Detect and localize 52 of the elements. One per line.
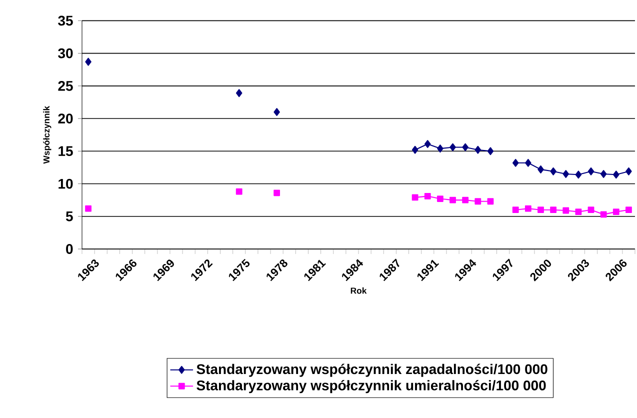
- y-tick-label: 20: [58, 114, 73, 124]
- point: [512, 158, 519, 167]
- point: [588, 167, 594, 176]
- y-tick-label: 10: [58, 178, 73, 189]
- y-axis-title: Współczynnik: [43, 106, 52, 164]
- point: [474, 198, 482, 205]
- legend-label: Standaryzowany współczynnik umieralności/100 000: [196, 380, 546, 394]
- point: [412, 146, 418, 154]
- point: [612, 208, 620, 216]
- point: [626, 167, 632, 176]
- point: [412, 194, 418, 201]
- point: [550, 206, 556, 214]
- y-tick-label: 35: [58, 16, 73, 26]
- point: [236, 89, 242, 98]
- point: [487, 147, 494, 156]
- point: [85, 58, 92, 66]
- point: [524, 205, 532, 212]
- point: [474, 146, 482, 154]
- point: [562, 207, 570, 214]
- y-tick-label: 25: [58, 80, 73, 91]
- point: [538, 165, 544, 174]
- point: [575, 208, 582, 216]
- point: [550, 167, 556, 176]
- point: [424, 140, 431, 148]
- point: [274, 190, 280, 196]
- point: [436, 196, 444, 202]
- point: [450, 196, 456, 204]
- point: [525, 158, 532, 167]
- point: [462, 143, 468, 152]
- point: [487, 198, 494, 205]
- y-tick-label: 5: [66, 212, 73, 222]
- point: [437, 144, 444, 153]
- point: [236, 188, 242, 195]
- point: [424, 192, 431, 200]
- point: [450, 143, 456, 152]
- legend-label: Standaryzowany współczynnik zapadalności/100 000: [196, 364, 548, 377]
- point: [512, 206, 519, 214]
- x-axis-title: Rok: [350, 287, 367, 294]
- point: [613, 170, 620, 179]
- point: [85, 205, 92, 212]
- y-tick-label: 15: [58, 146, 73, 156]
- point: [274, 108, 280, 116]
- y-tick-label: 30: [58, 48, 73, 58]
- point: [600, 170, 607, 178]
- point: [562, 170, 570, 178]
- y-tick-label: 0: [66, 244, 73, 254]
- point: [462, 196, 469, 204]
- point: [588, 206, 594, 214]
- point: [600, 211, 607, 218]
- point: [575, 170, 582, 179]
- point: [626, 206, 632, 214]
- point: [538, 206, 544, 214]
